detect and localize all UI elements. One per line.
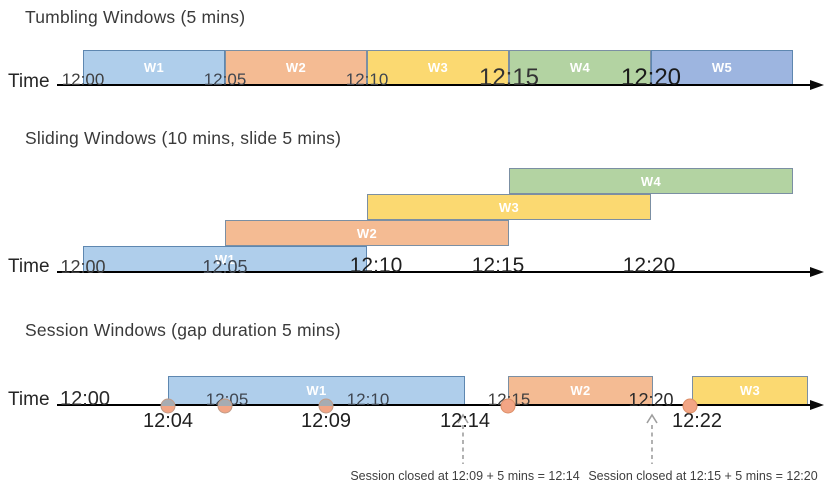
tumbling-time-axis [57,84,810,86]
sliding-tick-1210: 12:10 [349,254,403,278]
event-time-label-1204: 12:04 [142,410,194,432]
event-dot-1204 [160,398,176,413]
session-time-axis [57,404,810,406]
session-title: Session Windows (gap duration 5 mins) [25,320,341,340]
sliding-window-w3: W3 [367,194,651,220]
session-window-w2: W2 [508,376,653,405]
window-label: W4 [640,173,662,189]
session-time-axis-label: Time [8,389,50,410]
tumbling-tick-1215: 12:15 [478,63,540,91]
event-time-label-1222: 12:22 [671,410,723,432]
tumbling-window-w3: W3 [367,50,509,85]
session-closed-annotation: Session closed at 12:09 + 5 mins = 12:14 [350,469,580,483]
tumbling-axis-arrowhead-icon [810,79,824,90]
sliding-time-axis [57,271,810,273]
tumbling-title: Tumbling Windows (5 mins) [25,7,246,27]
window-label: W4 [569,60,591,75]
window-label: W2 [356,225,378,241]
tumbling-window-w5: W5 [651,50,793,85]
sliding-title: Sliding Windows (10 mins, slide 5 mins) [25,128,342,148]
sliding-window-w4: W4 [509,168,793,194]
window-label: W1 [306,383,327,398]
window-label: W5 [711,60,733,75]
window-label: W3 [427,60,449,75]
event-time-label-1214: 12:14 [439,410,491,432]
sliding-time-axis-label: Time [8,256,50,277]
session-close-arrow-icon [644,412,660,466]
window-label: W1 [143,60,165,75]
session-close-arrow-icon [455,412,471,466]
sliding-window-w1: W1 [83,246,367,272]
sliding-axis-arrowhead-icon [810,266,824,277]
event-dot-1209 [318,398,334,413]
session-closed-annotation: Session closed at 12:15 + 5 mins = 12:20 [588,469,818,483]
session-window-w1: W1 [168,376,465,405]
sliding-tick-1220: 12:20 [622,254,676,278]
sliding-window-w2: W2 [225,220,509,246]
sliding-tick-1215: 12:15 [471,254,525,278]
tumbling-time-axis-label: Time [8,71,50,92]
window-label: W3 [739,383,761,398]
window-label: W2 [570,383,591,398]
event-time-label-1209: 12:09 [300,410,352,432]
window-label: W3 [498,199,520,215]
session-axis-arrowhead-icon [810,399,824,410]
tumbling-tick-1220: 12:20 [620,63,682,91]
sliding-tick-1200: 12:00 [60,256,106,277]
tumbling-tick-1205: 12:05 [203,70,247,90]
event-dot-1222 [682,398,698,413]
tumbling-tick-1210: 12:10 [345,70,389,90]
tumbling-window-w4: W4 [509,50,651,85]
tumbling-tick-1200: 12:00 [61,70,105,90]
session-tick-1200: 12:00 [59,388,111,410]
session-tick-1210: 12:10 [346,390,390,410]
event-dot [217,398,233,413]
tumbling-window-w1: W1 [83,50,225,85]
session-tick-1220: 12:20 [628,389,674,410]
window-label: W2 [285,60,307,75]
sliding-tick-1205: 12:05 [202,256,248,277]
session-window-w3: W3 [692,376,808,405]
window-label: W1 [214,251,236,267]
event-dot-1215 [500,398,516,413]
